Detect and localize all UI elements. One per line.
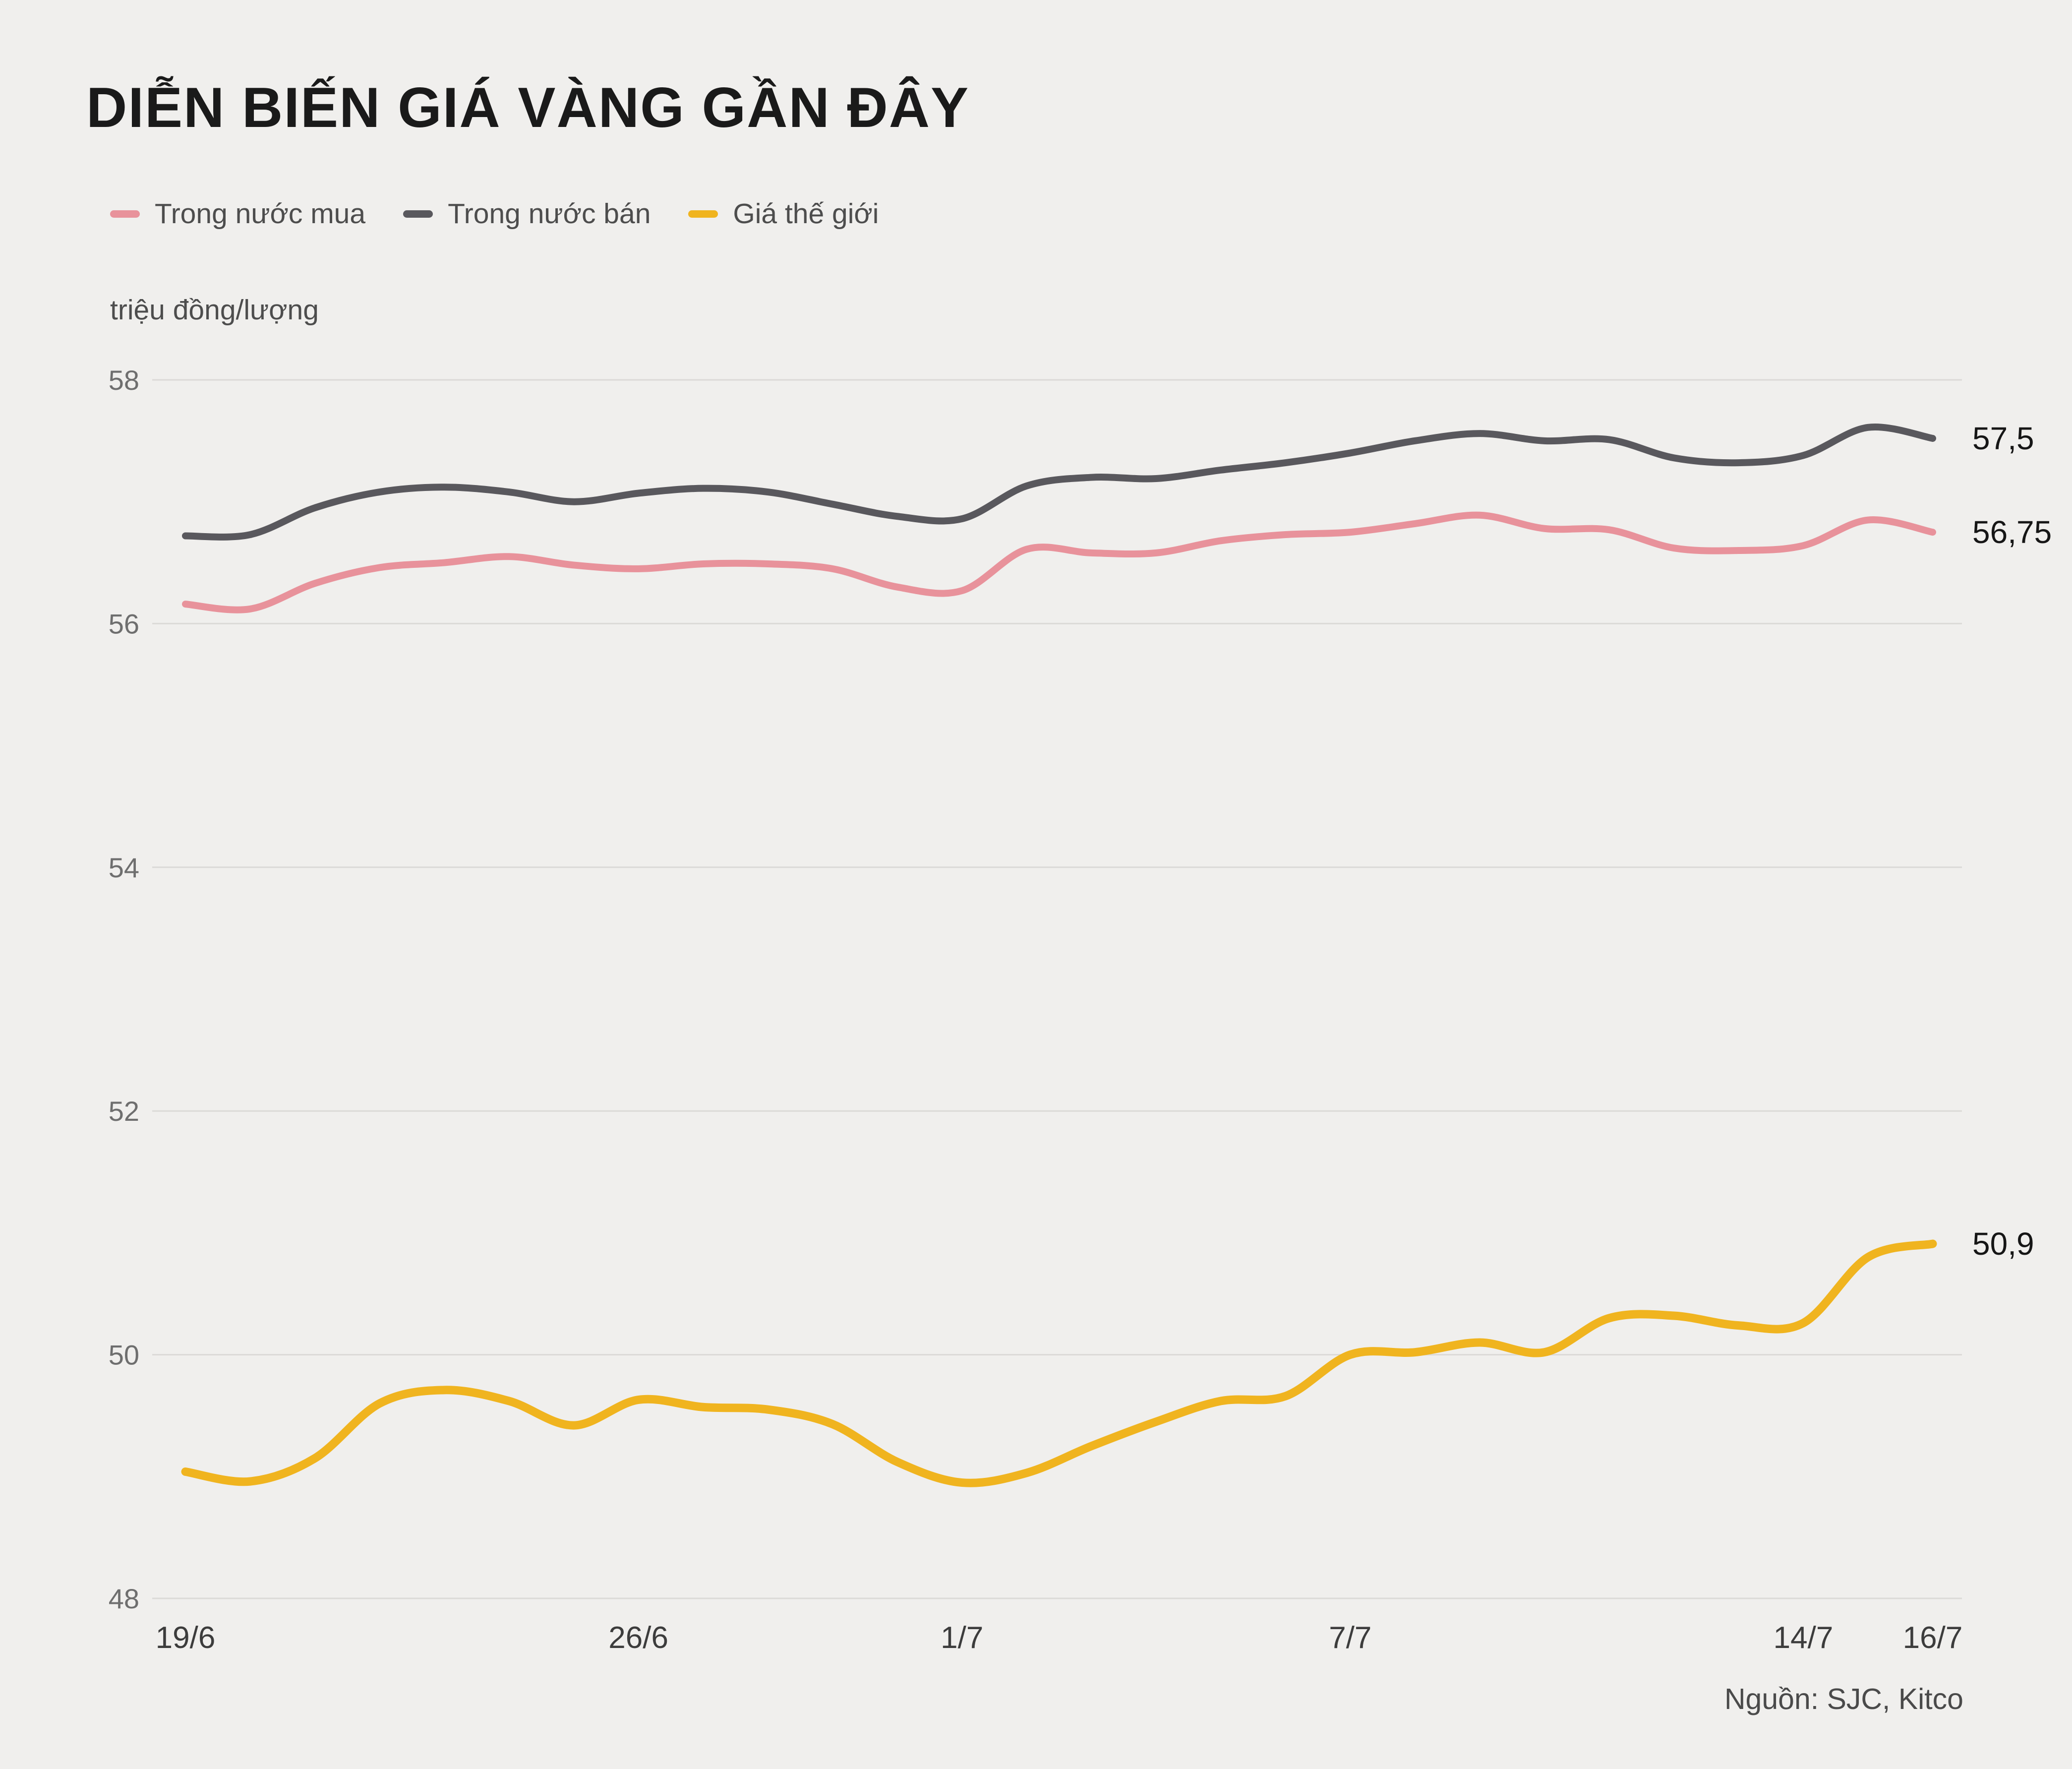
y-axis-unit-label: triệu đồng/lượng [110, 294, 319, 326]
y-tick-label-56: 56 [109, 608, 139, 639]
legend: Trong nước mua Trong nước bán Giá thế gi… [110, 197, 879, 230]
legend-swatch-mua-icon [110, 210, 140, 218]
legend-label-trong-nuoc-mua: Trong nước mua [155, 198, 366, 230]
legend-label-trong-nuoc-ban: Trong nước bán [448, 198, 651, 230]
legend-swatch-ban-icon [403, 210, 433, 218]
legend-swatch-the-gioi-icon [688, 210, 718, 218]
source-credit: Nguồn: SJC, Kitco [1724, 1683, 1963, 1715]
series-end-label-trong-nuoc-ban: 57,5 [1972, 421, 2034, 456]
series-end-label-trong-nuoc-mua: 56,75 [1972, 514, 2052, 550]
x-tick-label-16-7: 16/7 [1903, 1621, 1963, 1655]
legend-item-trong-nuoc-mua: Trong nước mua [110, 197, 365, 230]
x-tick-label-1-7: 1/7 [941, 1621, 983, 1655]
x-tick-label-7-7: 7/7 [1329, 1621, 1371, 1655]
series-line-trong-nuoc-mua [182, 511, 1936, 613]
x-tick-label-19-6: 19/6 [156, 1621, 216, 1655]
x-tick-label-14-7: 14/7 [1774, 1621, 1834, 1655]
y-tick-label-54: 54 [109, 852, 139, 883]
series-line-gia-the-gioi [181, 1239, 1937, 1487]
y-tick-label-52: 52 [109, 1096, 139, 1127]
y-tick-label-48: 48 [109, 1583, 139, 1614]
legend-item-trong-nuoc-ban: Trong nước bán [403, 197, 651, 230]
series-end-label-gia-the-gioi: 50,9 [1972, 1226, 2034, 1262]
legend-item-gia-the-gioi: Giá thế giới [688, 197, 879, 230]
series-line-trong-nuoc-ban [182, 423, 1936, 541]
legend-label-gia-the-gioi: Giá thế giới [733, 198, 879, 230]
y-tick-label-58: 58 [109, 365, 139, 396]
y-tick-label-50: 50 [109, 1340, 139, 1371]
chart-title: DIỄN BIẾN GIÁ VÀNG GẦN ĐÂY [86, 76, 970, 139]
x-tick-label-26-6: 26/6 [608, 1621, 668, 1655]
